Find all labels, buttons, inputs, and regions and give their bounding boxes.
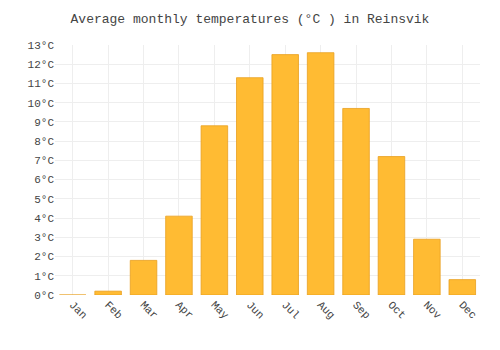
- svg-text:May: May: [208, 299, 231, 322]
- svg-text:3°C: 3°C: [34, 232, 54, 244]
- svg-text:6°C: 6°C: [34, 174, 54, 186]
- svg-text:Feb: Feb: [102, 299, 124, 321]
- svg-text:13°C: 13°C: [28, 40, 55, 52]
- svg-text:0°C: 0°C: [34, 290, 54, 302]
- svg-text:Average monthly temperatures (: Average monthly temperatures (°C ) in Re…: [71, 12, 430, 27]
- svg-text:12°C: 12°C: [28, 59, 55, 71]
- svg-text:Aug: Aug: [315, 299, 337, 321]
- svg-text:11°C: 11°C: [28, 78, 55, 90]
- svg-text:2°C: 2°C: [34, 251, 54, 263]
- svg-text:1°C: 1°C: [34, 271, 54, 283]
- svg-text:10°C: 10°C: [28, 98, 55, 110]
- svg-text:Nov: Nov: [421, 299, 444, 322]
- svg-text:Jun: Jun: [244, 299, 266, 321]
- svg-text:Jul: Jul: [279, 299, 301, 321]
- svg-text:Dec: Dec: [456, 299, 478, 321]
- svg-text:9°C: 9°C: [34, 117, 54, 129]
- svg-text:Sep: Sep: [350, 299, 372, 321]
- svg-text:Jan: Jan: [67, 299, 89, 321]
- svg-text:7°C: 7°C: [34, 155, 54, 167]
- svg-text:Oct: Oct: [385, 299, 407, 321]
- svg-text:Mar: Mar: [138, 299, 160, 321]
- svg-text:8°C: 8°C: [34, 136, 54, 148]
- svg-text:4°C: 4°C: [34, 213, 54, 225]
- svg-text:5°C: 5°C: [34, 194, 54, 206]
- svg-text:Apr: Apr: [173, 299, 195, 321]
